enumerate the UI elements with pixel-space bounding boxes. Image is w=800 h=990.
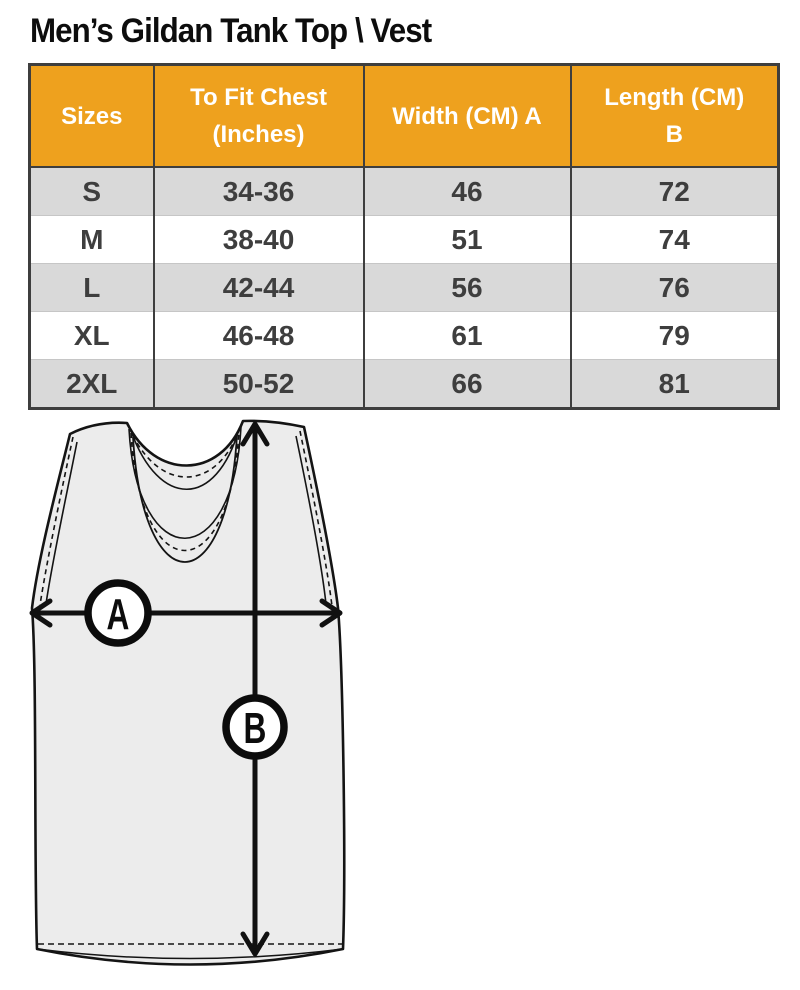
width-cell: 66 [362, 359, 571, 409]
table-row: 2XL 50-52 66 81 [29, 359, 779, 409]
size-cell: 2XL [29, 359, 154, 409]
tank-top-outline [30, 419, 346, 966]
header-width: Width (CM) A [362, 64, 571, 168]
chest-cell: 50-52 [152, 359, 364, 409]
right-armhole-stitching [299, 430, 333, 607]
header-sizes: Sizes [29, 64, 154, 168]
length-cell: 74 [569, 215, 779, 264]
label-b: B [244, 704, 267, 753]
width-cell: 56 [362, 263, 571, 312]
right-armhole-band-edge [295, 435, 327, 605]
header-width-line1: Width (CM) A [392, 102, 542, 130]
left-armhole-stitching [39, 436, 74, 606]
chest-cell: 34-36 [152, 166, 364, 216]
header-chest: To Fit Chest (Inches) [152, 64, 364, 168]
size-cell: M [29, 215, 154, 264]
header-chest-line1: To Fit Chest [190, 84, 327, 111]
length-cell: 72 [569, 166, 779, 216]
table-row: L 42-44 56 76 [29, 263, 779, 312]
header-row: Sizes To Fit Chest (Inches) Width (CM) A… [29, 64, 779, 168]
label-a: A [107, 590, 130, 639]
width-cell: 46 [362, 166, 571, 216]
size-cell: L [29, 263, 154, 312]
measurement-a-badge: A [84, 579, 152, 647]
size-chart-table: Sizes To Fit Chest (Inches) Width (CM) A… [28, 63, 780, 410]
length-cell: 76 [569, 263, 779, 312]
length-arrow-icon [240, 421, 270, 957]
chest-cell: 46-48 [152, 311, 364, 360]
back-neckband-edge [130, 428, 240, 490]
chest-cell: 42-44 [152, 263, 364, 312]
measurement-b-badge: B [222, 694, 288, 760]
header-length-line1: Length (CM) [604, 84, 745, 111]
width-cell: 61 [362, 311, 571, 360]
header-length-line2: B [665, 121, 683, 148]
header-chest-line2: (Inches) [212, 121, 305, 148]
width-cell: 51 [362, 215, 571, 264]
table-row: XL 46-48 61 79 [29, 311, 779, 360]
page-title: Men’s Gildan Tank Top \ Vest [30, 12, 432, 50]
left-armhole-band-edge [45, 441, 78, 605]
chest-cell: 38-40 [152, 215, 364, 264]
hem-fold-line [36, 948, 344, 960]
table-row: M 38-40 51 74 [29, 215, 779, 264]
front-neckband-edge [132, 434, 238, 563]
length-cell: 81 [569, 359, 779, 409]
size-cell: XL [29, 311, 154, 360]
length-cell: 79 [569, 311, 779, 360]
size-cell: S [29, 166, 154, 216]
header-sizes-line1: Sizes [61, 102, 123, 130]
tank-top-diagram: A B [10, 408, 370, 985]
header-length: Length (CM) B [569, 64, 779, 168]
table-row: S 34-36 46 72 [29, 166, 779, 216]
back-neckline [128, 424, 242, 478]
